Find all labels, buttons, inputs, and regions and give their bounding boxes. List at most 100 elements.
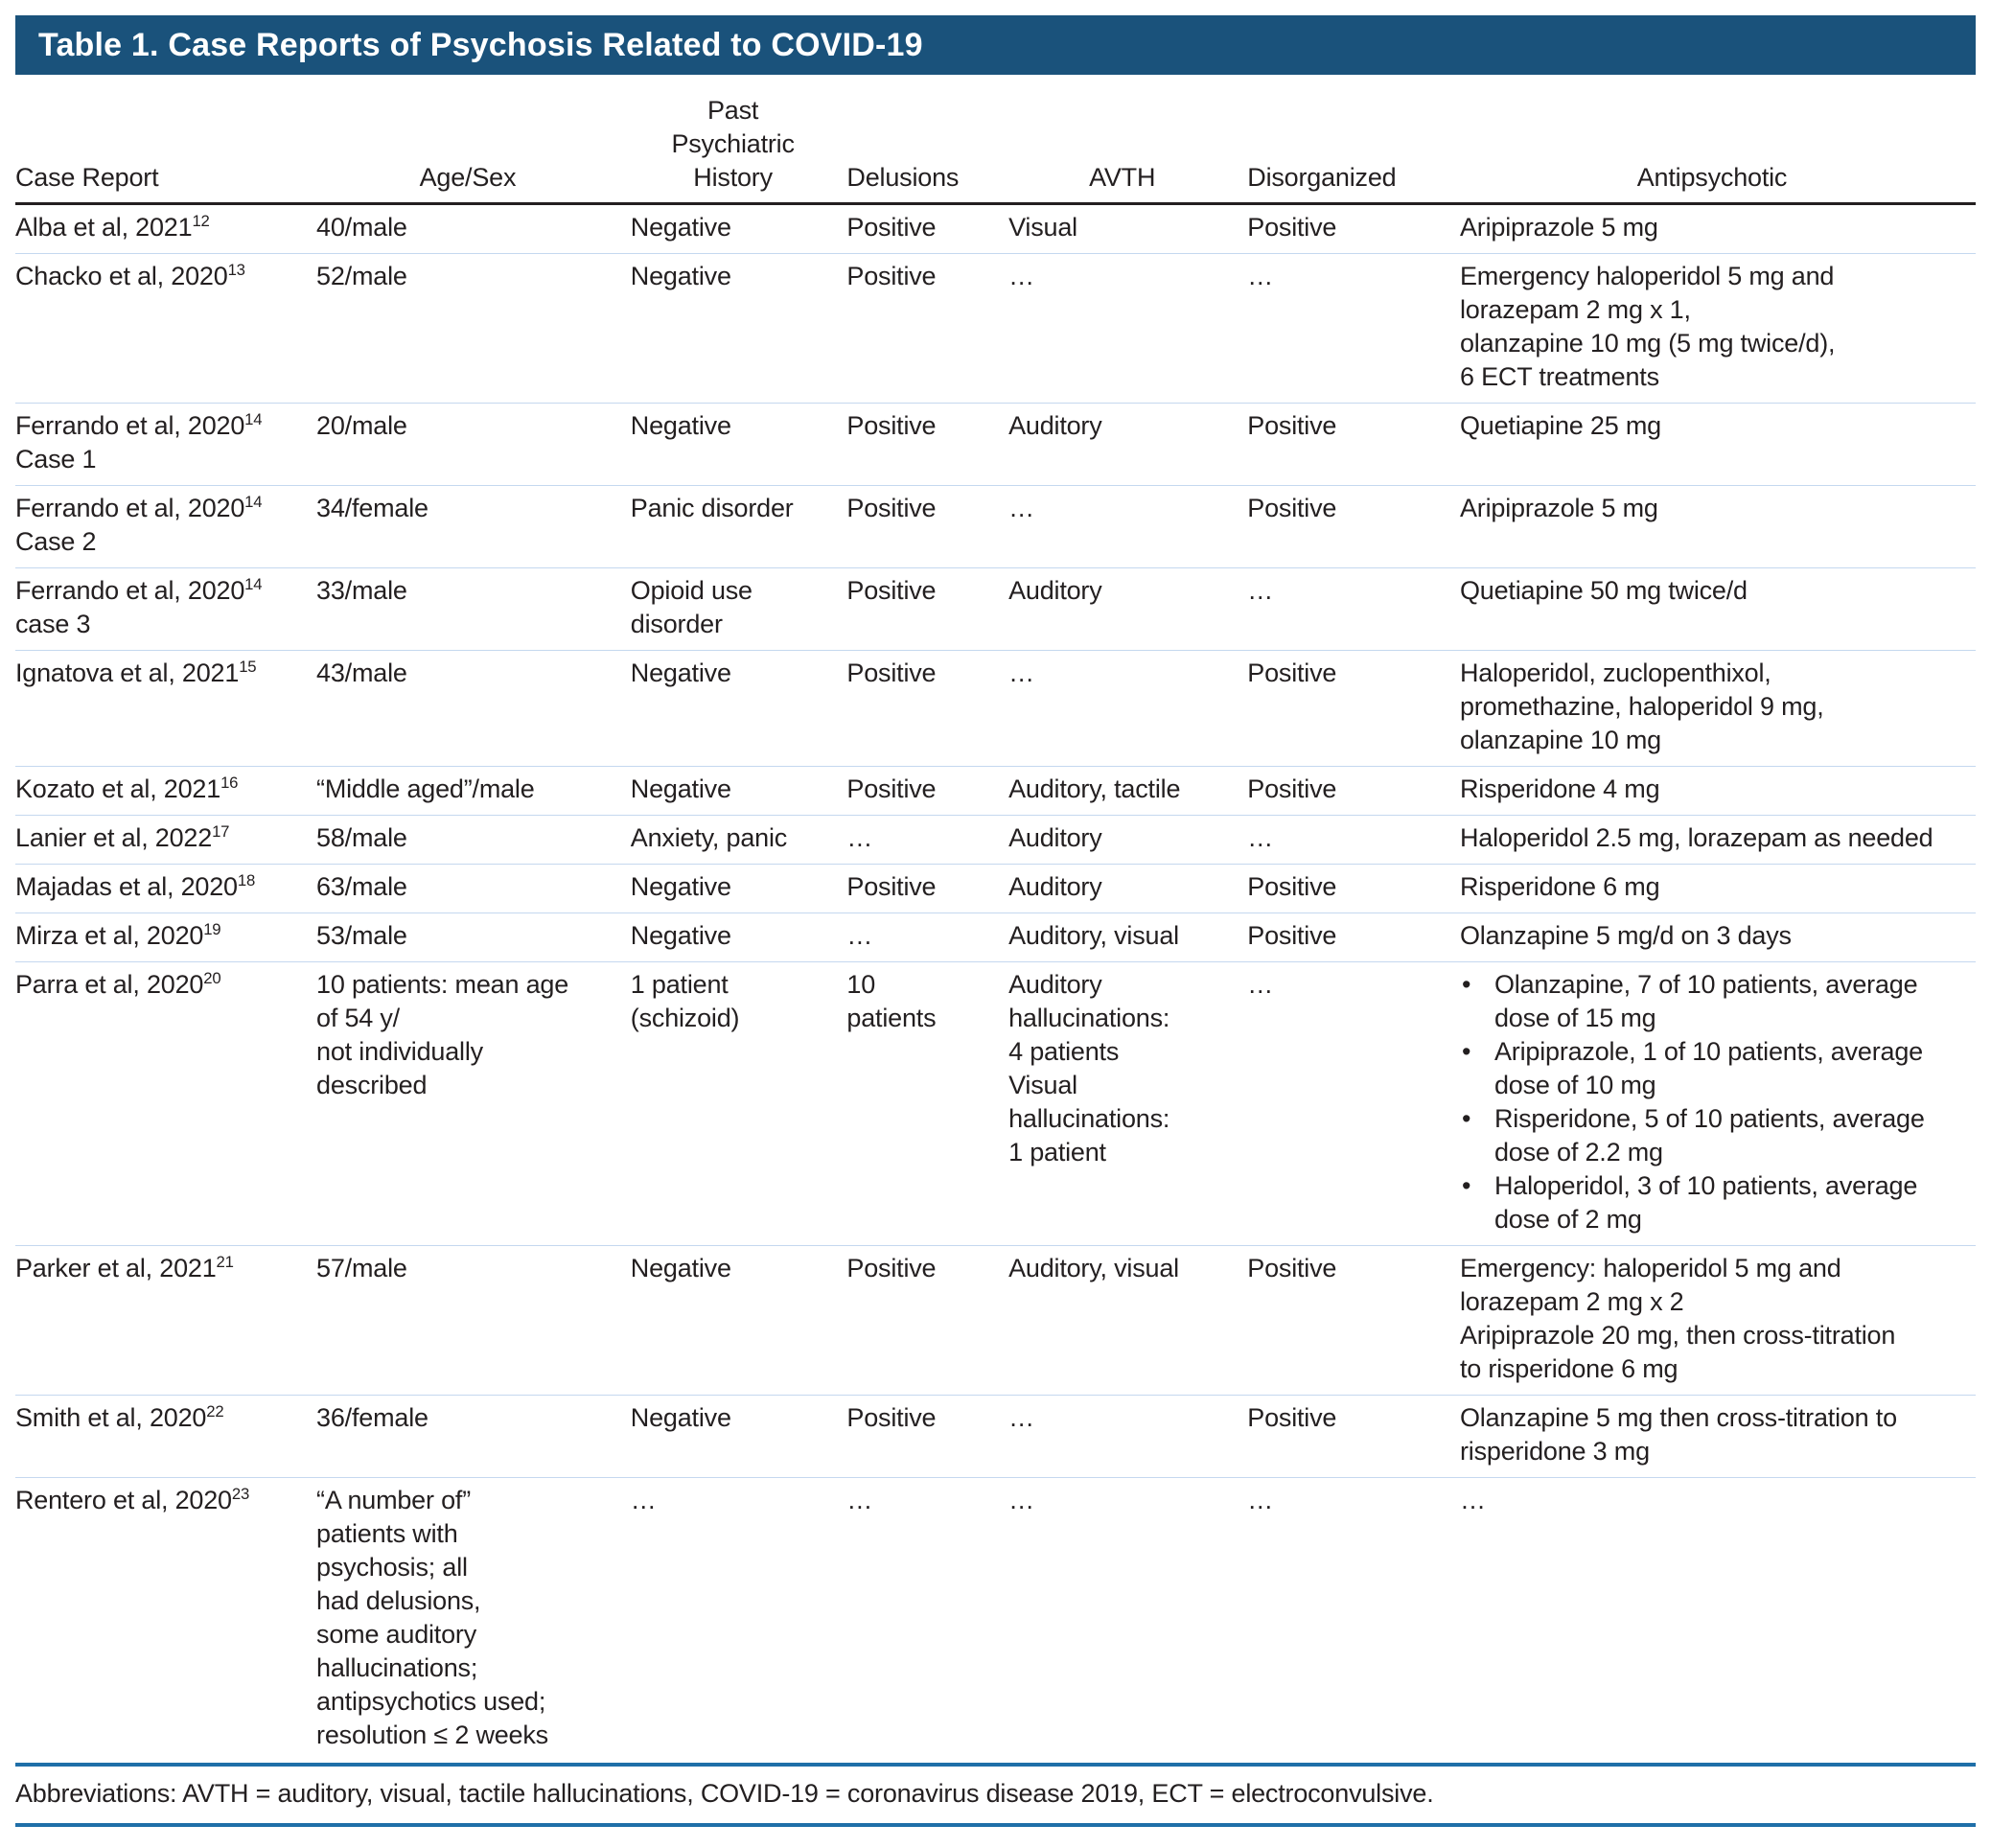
cell-case_report: Smith et al, 202022 [15, 1395, 317, 1478]
cell-antipsychotic: Quetiapine 50 mg twice/d [1459, 567, 1976, 651]
cell-avth: Auditory [1008, 403, 1248, 486]
cell-disorganized: Positive [1247, 650, 1460, 767]
reference-superscript: 16 [220, 774, 239, 792]
case-number-line: Case 1 [15, 445, 97, 474]
col-header-antipsychotic: Antipsychotic [1459, 94, 1976, 205]
cell-history: … [630, 1477, 847, 1761]
cell-case_report: Rentero et al, 202023 [15, 1477, 317, 1761]
cell-delusions: Positive [846, 766, 1009, 816]
reference-superscript: 17 [212, 822, 230, 841]
table-row: Rentero et al, 202023 “A number of” patie… [15, 1477, 1976, 1761]
bullet-text: Haloperidol, 3 of 10 patients, average d… [1493, 1171, 1918, 1234]
cell-history: Negative [630, 1395, 847, 1478]
cell-avth: Auditory [1008, 815, 1248, 865]
header-row: Case Report Age/Sex Past Psychiatric Histo… [15, 94, 1976, 205]
cell-delusions: 10 patients [846, 961, 1009, 1246]
reference-superscript: 20 [203, 969, 221, 987]
cell-disorganized: Positive [1247, 1395, 1460, 1478]
cell-delusions: Positive [846, 485, 1009, 568]
cell-case_report: Lanier et al, 202217 [15, 815, 317, 865]
cell-age_sex: 43/male [316, 650, 631, 767]
cell-disorganized: … [1247, 253, 1460, 404]
case-report-citation: Chacko et al, 2020 [15, 262, 228, 290]
cell-age_sex: 36/female [316, 1395, 631, 1478]
cell-history: Negative [630, 403, 847, 486]
cell-case_report: Ferrando et al, 202014 Case 2 [15, 485, 317, 568]
cell-case_report: Ferrando et al, 202014 case 3 [15, 567, 317, 651]
footer-rule-top [15, 1763, 1976, 1767]
cell-age_sex: “Middle aged”/male [316, 766, 631, 816]
cell-age_sex: 52/male [316, 253, 631, 404]
cell-history: Panic disorder [630, 485, 847, 568]
reference-superscript: 15 [239, 658, 257, 676]
col-header-avth: AVTH [1008, 94, 1248, 205]
cell-avth: Auditory [1008, 864, 1248, 913]
reference-superscript: 14 [244, 493, 263, 511]
cell-delusions: Positive [846, 567, 1009, 651]
col-header-disorganized: Disorganized [1247, 94, 1460, 205]
bottom-margin [15, 1827, 1976, 1848]
table-header: Case Report Age/Sex Past Psychiatric Histo… [15, 94, 1976, 205]
col-header-case_report: Case Report [15, 94, 317, 205]
cell-avth: … [1008, 650, 1248, 767]
table-row: Parker et al, 202121 57/male Negative Posit… [15, 1245, 1976, 1396]
cell-case_report: Kozato et al, 202116 [15, 766, 317, 816]
reference-superscript: 19 [203, 920, 221, 938]
cell-antipsychotic: Haloperidol, zuclopenthixol, promethazin… [1459, 650, 1976, 767]
cell-antipsychotic: Risperidone 6 mg [1459, 864, 1976, 913]
cell-antipsychotic: Aripiprazole 5 mg [1459, 213, 1658, 242]
bullet-item: • Haloperidol, 3 of 10 patients, average … [1460, 1169, 1962, 1236]
cell-history: 1 patient (schizoid) [630, 961, 847, 1246]
cell-case_report: Mirza et al, 202019 [15, 912, 317, 962]
cell-disorganized: Positive [1247, 213, 1337, 242]
cell-history: Negative [630, 650, 847, 767]
case-number-line: case 3 [15, 610, 91, 638]
cell-age_sex: 10 patients: mean age of 54 y/ not indiv… [316, 961, 631, 1246]
cell-delusions: Positive [846, 253, 1009, 404]
cell-history: Negative [630, 864, 847, 913]
bullet-marker: • [1461, 970, 1471, 999]
case-report-citation: Mirza et al, 2020 [15, 921, 204, 950]
cell-case_report: Majadas et al, 202018 [15, 864, 317, 913]
cell-avth: Auditory, tactile [1008, 766, 1248, 816]
cell-history: Negative [630, 912, 847, 962]
cell-age_sex: 57/male [316, 1245, 631, 1396]
cell-delusions: Positive [846, 1395, 1009, 1478]
cell-avth: … [1008, 1395, 1248, 1478]
reference-superscript: 14 [244, 575, 263, 593]
cell-antipsychotic: Risperidone 4 mg [1459, 766, 1976, 816]
cell-delusions: … [846, 1477, 1009, 1761]
cell-antipsychotic: Quetiapine 25 mg [1459, 403, 1976, 486]
cell-disorganized: … [1247, 1477, 1460, 1761]
cell-case_report: Parra et al, 202020 [15, 961, 317, 1246]
case-report-citation: Rentero et al, 2020 [15, 1486, 232, 1514]
cell-case_report: Ferrando et al, 202014 Case 1 [15, 403, 317, 486]
reference-superscript: 22 [206, 1402, 224, 1421]
cell-delusions: Positive [846, 1245, 1009, 1396]
table-title: Table 1. Case Reports of Psychosis Relat… [38, 26, 923, 63]
cell-antipsychotic: Aripiprazole 5 mg [1459, 485, 1976, 568]
cell-disorganized: … [1247, 815, 1460, 865]
cell-history: Negative [630, 213, 731, 242]
table-row: Kozato et al, 202116 “Middle aged”/male Ne… [15, 766, 1976, 816]
table-row: Smith et al, 202022 36/female Negative Posi… [15, 1395, 1976, 1478]
case-report-citation: Ferrando et al, 2020 [15, 411, 245, 440]
bullet-item: • Aripiprazole, 1 of 10 patients, average… [1460, 1035, 1962, 1102]
cell-avth: … [1008, 1477, 1248, 1761]
cell-age_sex: 53/male [316, 912, 631, 962]
table-row: Ferrando et al, 202014 case 3 33/male Opioi… [15, 567, 1976, 651]
cell-disorganized: Positive [1247, 485, 1460, 568]
bullet-marker: • [1461, 1171, 1471, 1200]
cell-case_report: Parker et al, 202121 [15, 1245, 317, 1396]
table-row: Mirza et al, 202019 53/male Negative… Audit… [15, 912, 1976, 962]
col-header-history: Past Psychiatric History [630, 94, 847, 205]
cell-avth: … [1008, 485, 1248, 568]
reference-superscript: 18 [237, 871, 256, 889]
table-row: Ferrando et al, 202014 Case 1 20/male Negat… [15, 403, 1976, 486]
cell-disorganized: Positive [1247, 766, 1460, 816]
case-report-citation: Ignatova et al, 2021 [15, 658, 240, 687]
cell-age_sex: 20/male [316, 403, 631, 486]
case-report-citation: Majadas et al, 2020 [15, 872, 238, 901]
case-report-citation: Parra et al, 2020 [15, 970, 204, 999]
cell-age_sex: “A number of” patients with psychosis; a… [316, 1477, 631, 1761]
